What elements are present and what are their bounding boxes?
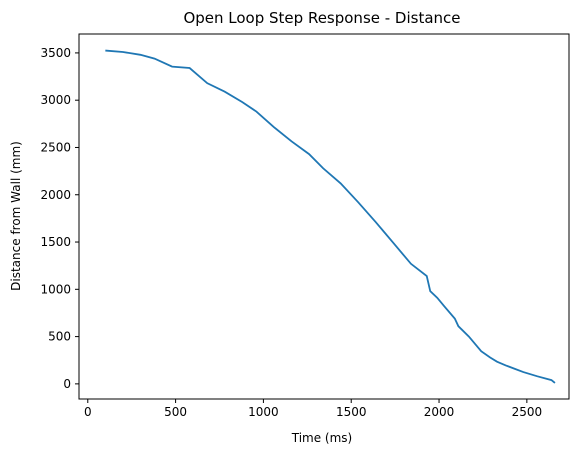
y-tick-label: 2500 [40, 140, 71, 154]
y-tick-label: 3000 [40, 93, 71, 107]
x-tick-label: 1000 [248, 405, 279, 419]
y-tick-label: 3500 [40, 46, 71, 60]
plot-area: 0 500 1000 1500 2000 2500 0 500 1000 1500 2000 250… [40, 33, 570, 419]
y-tick-label: 0 [63, 377, 71, 391]
plot-frame [78, 33, 570, 400]
chart-title: Open Loop Step Response - Distance [183, 9, 460, 27]
y-axis-label: Distance from Wall (mm) [9, 141, 23, 291]
y-tick-label: 2000 [40, 188, 71, 202]
x-tick-label: 2500 [512, 405, 543, 419]
x-tick-label: 0 [84, 405, 92, 419]
y-tick-label: 500 [48, 330, 71, 344]
distance-series-line [105, 49, 556, 384]
x-ticks: 0 500 1000 1500 2000 2500 [84, 399, 542, 419]
y-tick-label: 1000 [40, 282, 71, 296]
x-tick-label: 500 [164, 405, 187, 419]
x-tick-label: 1500 [336, 405, 367, 419]
x-axis-label: Time (ms) [291, 431, 353, 445]
y-tick-label: 1500 [40, 235, 71, 249]
y-ticks: 0 500 1000 1500 2000 2500 3000 3500 [40, 46, 79, 391]
x-tick-label: 2000 [424, 405, 455, 419]
